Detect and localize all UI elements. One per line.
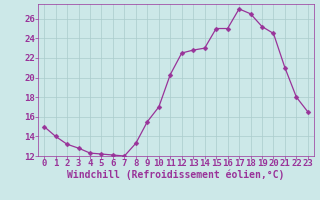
X-axis label: Windchill (Refroidissement éolien,°C): Windchill (Refroidissement éolien,°C) bbox=[67, 170, 285, 180]
